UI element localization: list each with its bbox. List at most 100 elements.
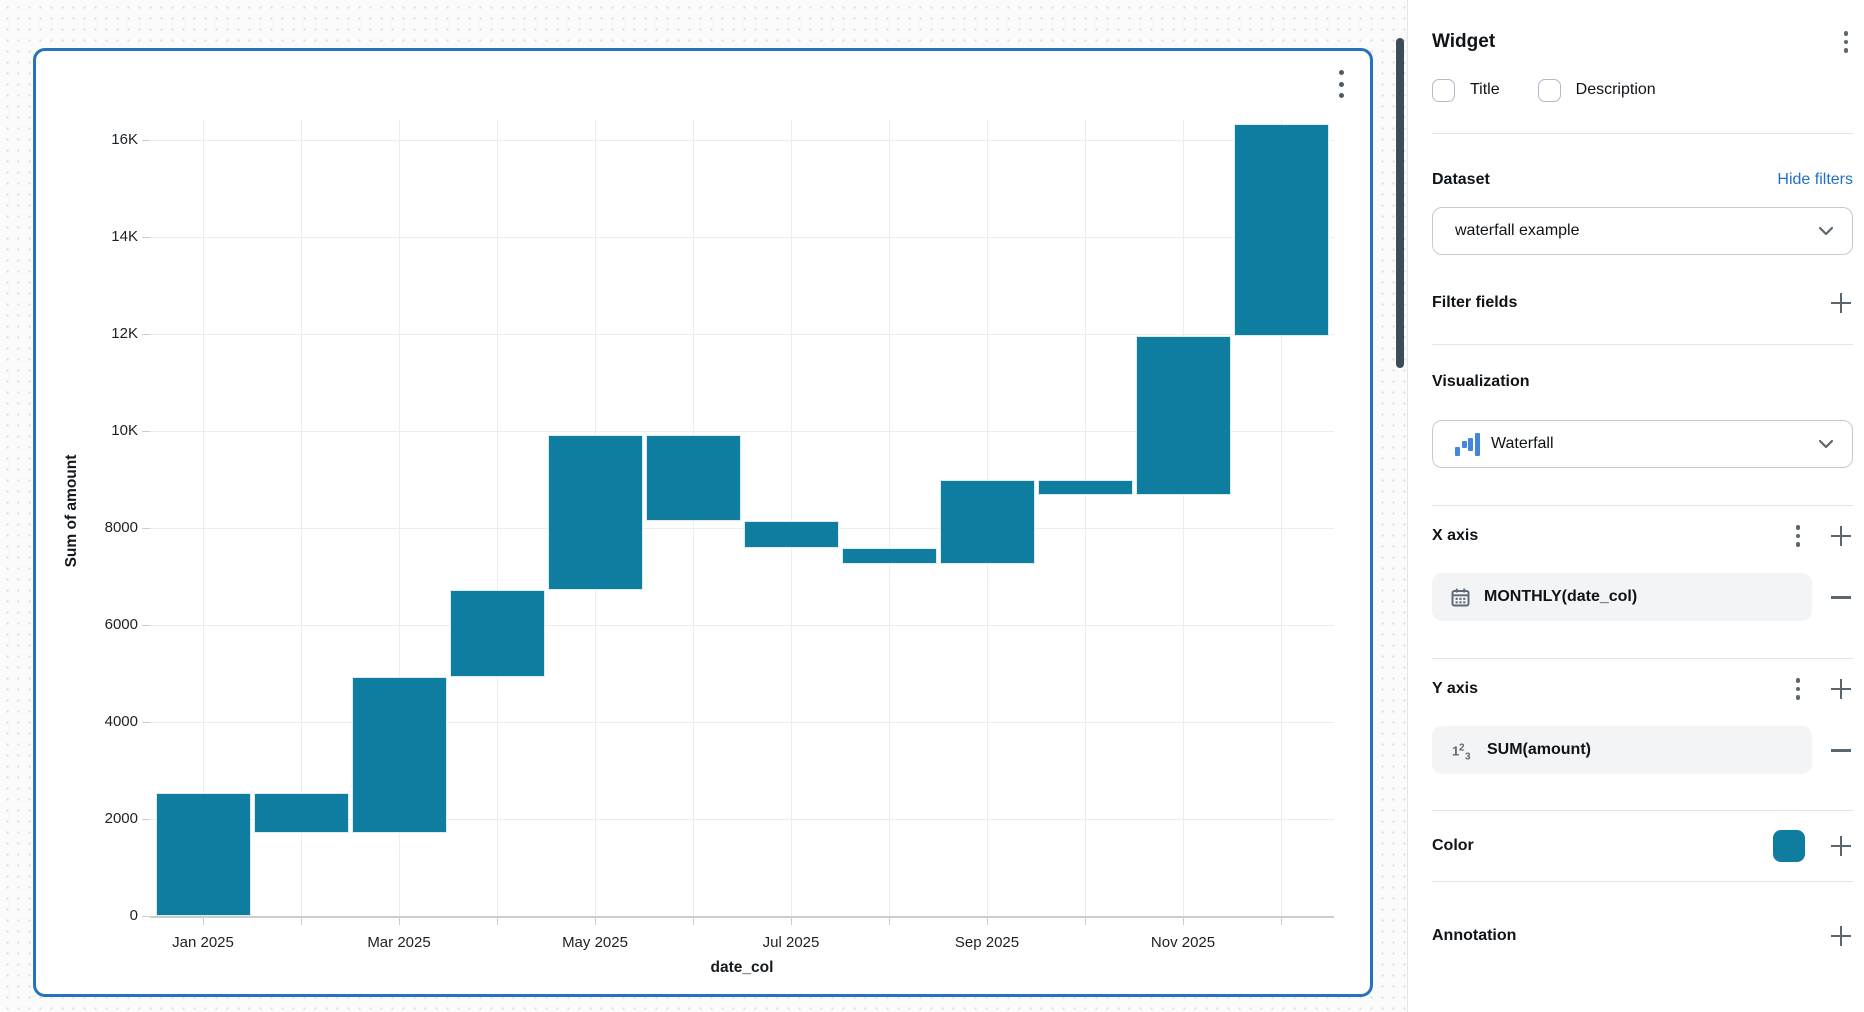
x-axis-tick: [1183, 918, 1184, 925]
waterfall-bar[interactable]: [547, 435, 643, 590]
waterfall-bar[interactable]: [841, 547, 937, 564]
dashboard-canvas: Sum of amount date_col 0 2000 4000 6000 8000…: [0, 0, 1407, 1012]
panel-title: Widget: [1432, 31, 1496, 52]
x-tick-label: Jul 2025: [762, 934, 820, 951]
chevron-down-icon: [1818, 439, 1834, 449]
filter-fields-section-label: Filter fields: [1432, 294, 1518, 311]
waterfall-bar[interactable]: [1135, 336, 1231, 496]
y-tick-label: 2000: [104, 810, 138, 827]
gridline-horizontal: [150, 431, 1334, 432]
remove-y-axis-field-button[interactable]: [1829, 738, 1853, 762]
y-tick-label: 6000: [104, 616, 138, 633]
waterfall-bar[interactable]: [155, 792, 251, 916]
add-color-field-button[interactable]: [1829, 834, 1853, 858]
x-axis-tick: [1085, 918, 1086, 925]
x-axis-tick: [1281, 918, 1282, 925]
hide-filters-link[interactable]: Hide filters: [1777, 171, 1853, 188]
calendar-icon: [1451, 588, 1470, 606]
color-section-label: Color: [1432, 837, 1474, 854]
divider: [1432, 344, 1853, 345]
x-tick-label: Nov 2025: [1150, 934, 1216, 951]
waterfall-bar[interactable]: [1037, 479, 1133, 496]
waterfall-bar[interactable]: [939, 479, 1035, 564]
waterfall-chart-widget[interactable]: Sum of amount date_col 0 2000 4000 6000 8000…: [33, 48, 1373, 997]
numeric-123-icon: 1 2 3: [1452, 742, 1471, 761]
gridline-vertical: [497, 120, 498, 916]
x-tick-label: Jan 2025: [172, 934, 234, 951]
divider: [1432, 881, 1853, 882]
remove-x-axis-field-button[interactable]: [1829, 585, 1853, 609]
x-axis-tick: [791, 918, 792, 925]
y-axis-tick: [142, 625, 150, 626]
x-tick-label: Mar 2025: [367, 934, 431, 951]
divider: [1432, 658, 1853, 659]
add-filter-field-button[interactable]: [1829, 291, 1853, 315]
add-y-axis-field-button[interactable]: [1829, 677, 1853, 701]
waterfall-chart: Sum of amount date_col 0 2000 4000 6000 8000…: [36, 51, 1370, 994]
canvas-scrollbar[interactable]: [1396, 38, 1404, 368]
add-annotation-button[interactable]: [1829, 924, 1853, 948]
gridline-horizontal: [150, 528, 1334, 529]
gridline-horizontal: [150, 334, 1334, 335]
x-axis-tick: [987, 918, 988, 925]
description-checkbox[interactable]: [1537, 78, 1561, 102]
x-axis-field-chip[interactable]: MONTHLY(date_col): [1432, 573, 1812, 621]
gridline-horizontal: [150, 722, 1334, 723]
y-axis-tick: [142, 237, 150, 238]
visualization-section-label: Visualization: [1432, 373, 1530, 390]
x-axis-tick: [693, 918, 694, 925]
y-axis-tick: [142, 722, 150, 723]
dataset-select[interactable]: waterfall example: [1432, 207, 1853, 255]
waterfall-bar[interactable]: [743, 521, 839, 548]
config-panel: Widget Title Description Dataset Hide fi…: [1407, 0, 1864, 1012]
waterfall-bar[interactable]: [253, 792, 349, 834]
divider: [1432, 133, 1853, 134]
add-x-axis-field-button[interactable]: [1829, 524, 1853, 548]
waterfall-bar[interactable]: [1233, 123, 1329, 337]
widget-kebab-menu-icon[interactable]: [1333, 68, 1349, 100]
waterfall-bar[interactable]: [449, 589, 545, 678]
gridline-vertical: [1183, 120, 1184, 916]
y-axis-tick: [142, 916, 150, 917]
y-axis-tick: [142, 819, 150, 820]
color-swatch[interactable]: [1773, 830, 1805, 862]
x-axis-tick: [203, 918, 204, 925]
y-tick-label: 4000: [104, 713, 138, 730]
divider: [1432, 810, 1853, 811]
y-axis-field-chip[interactable]: 1 2 3 SUM(amount): [1432, 726, 1812, 774]
panel-kebab-menu-icon[interactable]: [1839, 30, 1853, 54]
x-axis-tick: [595, 918, 596, 925]
x-axis-field-label: MONTHLY(date_col): [1484, 588, 1638, 605]
y-axis-options-icon[interactable]: [1791, 677, 1805, 701]
gridline-horizontal: [150, 140, 1334, 141]
dataset-selected-value: waterfall example: [1455, 222, 1580, 239]
x-axis-tick: [301, 918, 302, 925]
y-axis-section-label: Y axis: [1432, 680, 1478, 697]
waterfall-bar[interactable]: [645, 435, 741, 522]
gridline-horizontal: [150, 819, 1334, 820]
x-axis-options-icon[interactable]: [1791, 524, 1805, 548]
waterfall-bar[interactable]: [351, 677, 447, 834]
x-tick-label: Sep 2025: [954, 934, 1020, 951]
y-tick-label: 12K: [111, 325, 138, 342]
y-tick-label: 16K: [111, 131, 138, 148]
x-axis-line: [150, 916, 1334, 918]
description-checkbox-label: Description: [1575, 81, 1656, 98]
title-checkbox[interactable]: [1432, 78, 1455, 102]
gridline-horizontal: [150, 237, 1334, 238]
gridline-horizontal: [150, 625, 1334, 626]
svg-text:3: 3: [1465, 751, 1471, 761]
x-axis-section-label: X axis: [1432, 527, 1479, 544]
svg-text:1: 1: [1452, 743, 1459, 758]
x-axis-tick: [889, 918, 890, 925]
visualization-select[interactable]: Waterfall: [1432, 420, 1853, 468]
y-axis-tick: [142, 334, 150, 335]
chevron-down-icon: [1818, 226, 1834, 236]
svg-text:2: 2: [1459, 742, 1465, 753]
x-axis-tick: [497, 918, 498, 925]
visualization-selected-value: Waterfall: [1491, 435, 1554, 452]
gridline-vertical: [203, 120, 204, 916]
y-axis-tick: [142, 528, 150, 529]
dataset-section-label: Dataset: [1432, 171, 1490, 188]
x-tick-label: May 2025: [562, 934, 628, 951]
